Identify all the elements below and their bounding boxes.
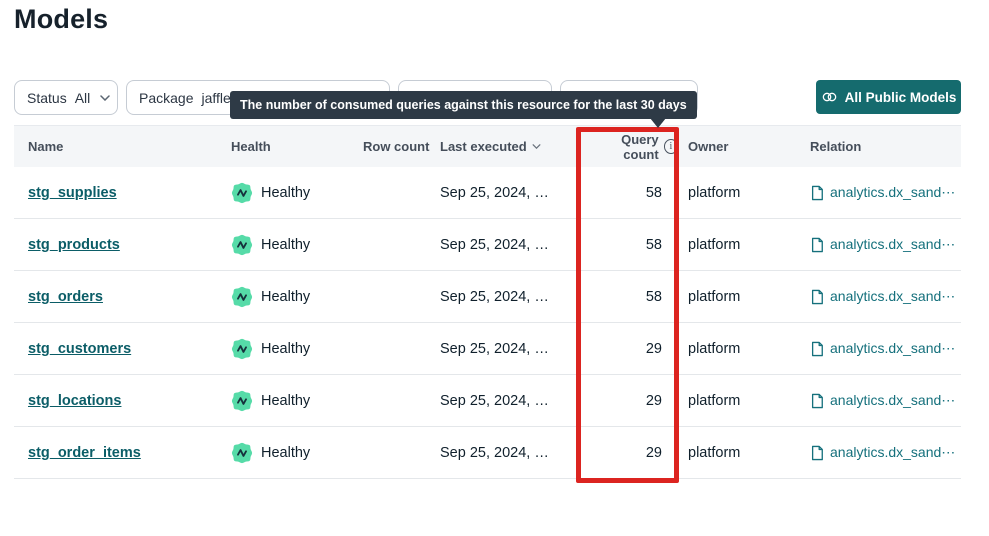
last-executed-cell: Sep 25, 2024, … — [440, 392, 549, 409]
status-filter-value: All — [74, 89, 91, 106]
all-public-models-button[interactable]: All Public Models — [816, 80, 961, 114]
model-name-link[interactable]: stg_order_items — [28, 444, 141, 461]
model-name-link[interactable]: stg_products — [28, 236, 120, 253]
health-status-label: Healthy — [261, 184, 311, 201]
relation-text: analytics.dx_sand⋯ — [830, 184, 956, 200]
header-last-executed[interactable]: Last executed — [432, 139, 578, 154]
header-name: Name — [28, 139, 64, 154]
relation-text: analytics.dx_sand⋯ — [830, 444, 956, 460]
header-owner: Owner — [688, 139, 729, 154]
header-relation: Relation — [810, 139, 862, 154]
relation-link[interactable]: analytics.dx_sand⋯ — [810, 392, 955, 409]
file-page-icon — [810, 237, 824, 253]
healthy-badge-icon — [231, 442, 253, 464]
last-executed-cell: Sep 25, 2024, … — [440, 288, 549, 305]
owner-cell: platform — [688, 392, 741, 409]
header-last-executed-label: Last executed — [440, 139, 527, 154]
header-query-count-label: Query count — [621, 131, 659, 162]
table-row: stg_locations Healthy Sep 25, 2024, … 29… — [14, 375, 961, 427]
health-status-label: Healthy — [261, 444, 311, 461]
package-filter-value: jaffle_ — [201, 89, 239, 106]
file-page-icon — [810, 393, 824, 409]
health-status-label: Healthy — [261, 288, 311, 305]
linked-rings-icon — [821, 90, 838, 104]
query-count-cell: 58 — [645, 288, 662, 305]
owner-cell: platform — [688, 288, 741, 305]
relation-text: analytics.dx_sand⋯ — [830, 288, 956, 304]
relation-link[interactable]: analytics.dx_sand⋯ — [810, 288, 955, 305]
tooltip-pointer — [650, 118, 666, 128]
file-page-icon — [810, 289, 824, 305]
query-count-cell: 29 — [645, 340, 662, 357]
model-name-link[interactable]: stg_orders — [28, 288, 103, 305]
relation-link[interactable]: analytics.dx_sand⋯ — [810, 340, 955, 357]
query-count-cell: 58 — [645, 236, 662, 253]
info-circle-icon[interactable]: i — [663, 139, 678, 154]
healthy-badge-icon — [231, 390, 253, 412]
file-page-icon — [810, 341, 824, 357]
relation-link[interactable]: analytics.dx_sand⋯ — [810, 236, 955, 253]
owner-cell: platform — [688, 444, 741, 461]
health-status-label: Healthy — [261, 340, 311, 357]
model-name-link[interactable]: stg_locations — [28, 392, 122, 409]
query-count-cell: 29 — [645, 392, 662, 409]
models-table: Name Health Row count Last executed Quer… — [14, 125, 961, 479]
query-count-cell: 58 — [645, 184, 662, 201]
status-filter-dropdown[interactable]: Status All — [14, 80, 118, 115]
relation-text: analytics.dx_sand⋯ — [830, 392, 956, 408]
header-query-count: Query count i — [578, 132, 678, 162]
relation-text: analytics.dx_sand⋯ — [830, 340, 956, 356]
healthy-badge-icon — [231, 182, 253, 204]
table-row: stg_orders Healthy Sep 25, 2024, … 58 pl… — [14, 271, 961, 323]
last-executed-cell: Sep 25, 2024, … — [440, 236, 549, 253]
table-row: stg_customers Healthy Sep 25, 2024, … 29… — [14, 323, 961, 375]
healthy-badge-icon — [231, 286, 253, 308]
table-row: stg_supplies Healthy Sep 25, 2024, … 58 … — [14, 167, 961, 219]
model-name-link[interactable]: stg_supplies — [28, 184, 117, 201]
owner-cell: platform — [688, 340, 741, 357]
relation-link[interactable]: analytics.dx_sand⋯ — [810, 184, 955, 201]
query-count-tooltip: The number of consumed queries against t… — [230, 91, 697, 128]
last-executed-cell: Sep 25, 2024, … — [440, 340, 549, 357]
file-page-icon — [810, 185, 824, 201]
tooltip-text: The number of consumed queries against t… — [240, 98, 687, 112]
table-header-row: Name Health Row count Last executed Quer… — [14, 125, 961, 167]
chevron-down-icon — [100, 94, 111, 101]
healthy-badge-icon — [231, 338, 253, 360]
healthy-badge-icon — [231, 234, 253, 256]
status-filter-label: Status — [27, 89, 67, 106]
table-row: stg_products Healthy Sep 25, 2024, … 58 … — [14, 219, 961, 271]
header-row-count: Row count — [363, 139, 430, 154]
query-count-cell: 29 — [645, 444, 662, 461]
all-public-models-label: All Public Models — [844, 89, 957, 105]
owner-cell: platform — [688, 184, 741, 201]
page-title: Models — [14, 4, 109, 34]
last-executed-cell: Sep 25, 2024, … — [440, 444, 549, 461]
package-filter-label: Package — [139, 89, 194, 106]
header-health: Health — [231, 139, 271, 154]
file-page-icon — [810, 445, 824, 461]
relation-text: analytics.dx_sand⋯ — [830, 236, 956, 252]
health-status-label: Healthy — [261, 392, 311, 409]
health-status-label: Healthy — [261, 236, 311, 253]
sort-chevron-icon — [532, 144, 541, 149]
last-executed-cell: Sep 25, 2024, … — [440, 184, 549, 201]
relation-link[interactable]: analytics.dx_sand⋯ — [810, 444, 955, 461]
owner-cell: platform — [688, 236, 741, 253]
table-row: stg_order_items Healthy Sep 25, 2024, … … — [14, 427, 961, 479]
model-name-link[interactable]: stg_customers — [28, 340, 132, 357]
